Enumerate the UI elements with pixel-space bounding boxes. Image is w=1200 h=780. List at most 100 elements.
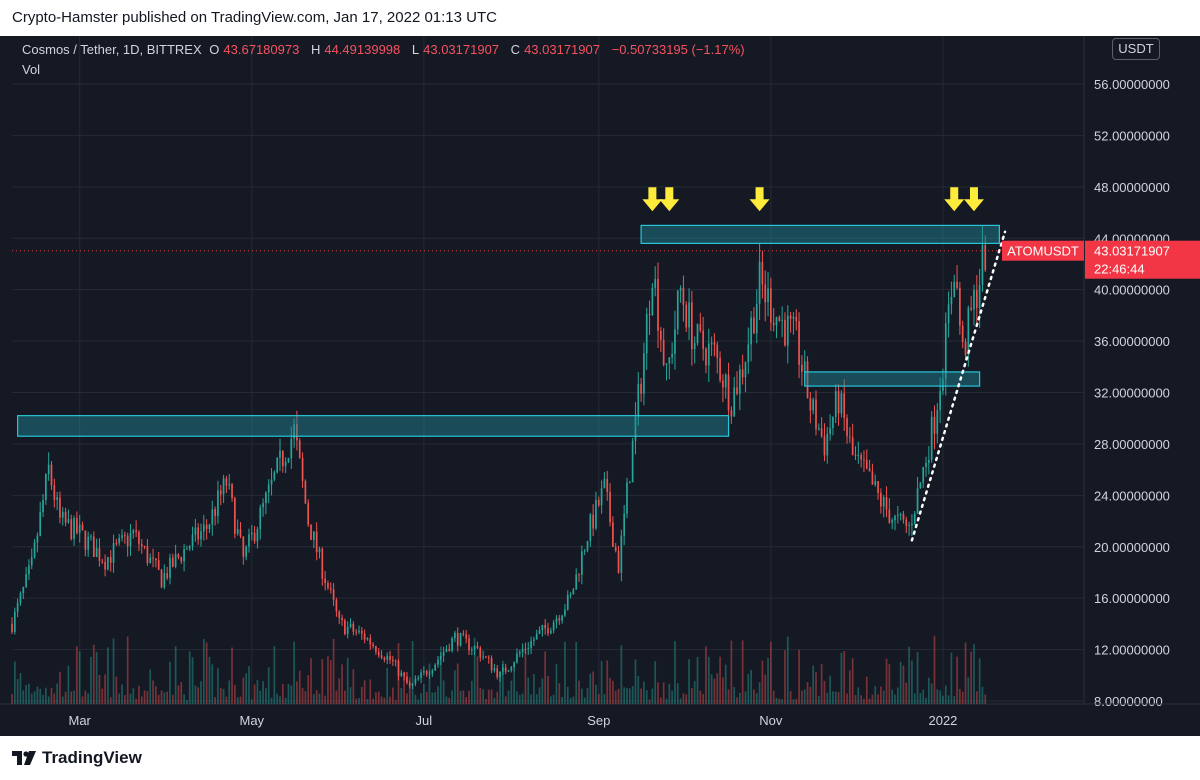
price-chart[interactable]: 56.0000000052.0000000048.0000000044.0000… (0, 36, 1200, 736)
candle-body (414, 678, 417, 684)
candle-body (310, 524, 312, 540)
volume-bar (493, 697, 496, 704)
volume-bar (487, 689, 490, 704)
volume-bar (510, 680, 513, 704)
candle-body (222, 478, 225, 495)
candle-body (234, 498, 236, 534)
volume-bar (403, 677, 405, 704)
volume-bar (425, 691, 428, 704)
volume-bar (894, 694, 896, 704)
volume-bar (569, 698, 572, 704)
candle-body (724, 374, 727, 388)
candle-body (755, 303, 758, 334)
candle-body (758, 261, 761, 304)
candle-body (922, 466, 925, 483)
legend-open-value: 43.67180973 (223, 42, 300, 57)
candle-body (837, 391, 840, 414)
volume-bar (293, 641, 295, 704)
candle-body (28, 565, 30, 575)
volume-bar (770, 641, 772, 704)
volume-bar (716, 673, 719, 704)
volume-bar (885, 658, 888, 704)
volume-bar (157, 694, 160, 704)
candle-body (609, 491, 611, 523)
volume-bar (606, 660, 609, 704)
candle-body (225, 478, 228, 486)
candle-body (854, 454, 857, 456)
volume-bar (25, 684, 27, 704)
volume-bar (820, 664, 823, 704)
volume-bar (434, 692, 437, 704)
volume-bar (428, 663, 431, 704)
candle-body (589, 514, 592, 542)
candle-body (30, 557, 33, 566)
candle-body (583, 550, 586, 552)
volume-bar (597, 693, 600, 704)
volume-indicator-label[interactable]: Vol (22, 62, 41, 77)
candle-body (290, 438, 293, 459)
volume-bar (942, 695, 944, 704)
volume-bar (61, 696, 64, 704)
volume-bar (950, 652, 953, 704)
candle-body (888, 509, 891, 523)
candle-body (513, 662, 515, 668)
volume-bar (693, 681, 696, 704)
candle-body (208, 524, 211, 530)
down-arrow-marker (659, 187, 680, 212)
volume-bar (834, 691, 837, 704)
volume-bar (76, 646, 78, 704)
candle-body (896, 514, 899, 516)
candle-body (138, 531, 140, 545)
volume-bar (490, 689, 493, 704)
candle-body (428, 673, 431, 675)
currency-button[interactable]: USDT (1112, 38, 1160, 60)
volume-bar (341, 664, 343, 704)
volume-bar (634, 659, 637, 704)
volume-bar (366, 698, 369, 704)
volume-bar (47, 696, 50, 704)
candle-body (595, 499, 597, 529)
chart-frame[interactable]: 56.00000000 52.00000000 48.00000000 44.0000… (0, 36, 1200, 736)
volume-bar (174, 646, 177, 704)
candle-body (894, 515, 896, 521)
candle-body (174, 554, 177, 567)
volume-bar (129, 693, 132, 704)
candle-body (925, 462, 927, 467)
volume-bar (671, 690, 673, 704)
volume-bar (626, 687, 628, 704)
candle-body (674, 329, 676, 354)
volume-bar (445, 696, 448, 704)
down-arrow-marker (963, 187, 984, 212)
volume-bar (70, 691, 73, 704)
candle-body (640, 384, 642, 394)
volume-bar (792, 699, 795, 704)
candle-body (47, 464, 50, 474)
candle-body (578, 574, 580, 576)
y-tick-label: 12.00000000 (1094, 643, 1170, 658)
volume-bar (451, 690, 453, 704)
volume-bar (138, 685, 140, 704)
x-tick-label: Mar (69, 713, 92, 728)
candle-body (169, 557, 171, 578)
volume-bar (53, 693, 56, 704)
volume-bar (262, 681, 264, 704)
candle-body (851, 437, 854, 455)
volume-bar (504, 696, 507, 704)
volume-bar (78, 651, 81, 704)
volume-bar (59, 671, 61, 704)
candle-body (293, 424, 295, 439)
volume-bar (253, 684, 256, 704)
candle-body (744, 362, 747, 378)
volume-bar (327, 656, 329, 704)
candle-body (549, 630, 552, 634)
volume-bar (645, 690, 648, 704)
volume-bar (939, 690, 941, 704)
volume-bar (335, 690, 338, 704)
volume-bar (586, 687, 589, 704)
candle-body (262, 503, 264, 508)
x-tick-label: 2022 (928, 713, 957, 728)
candle-body (631, 440, 634, 483)
candle-body (817, 428, 820, 430)
volume-bar (696, 656, 699, 704)
tradingview-logo[interactable]: TradingView (12, 746, 142, 770)
